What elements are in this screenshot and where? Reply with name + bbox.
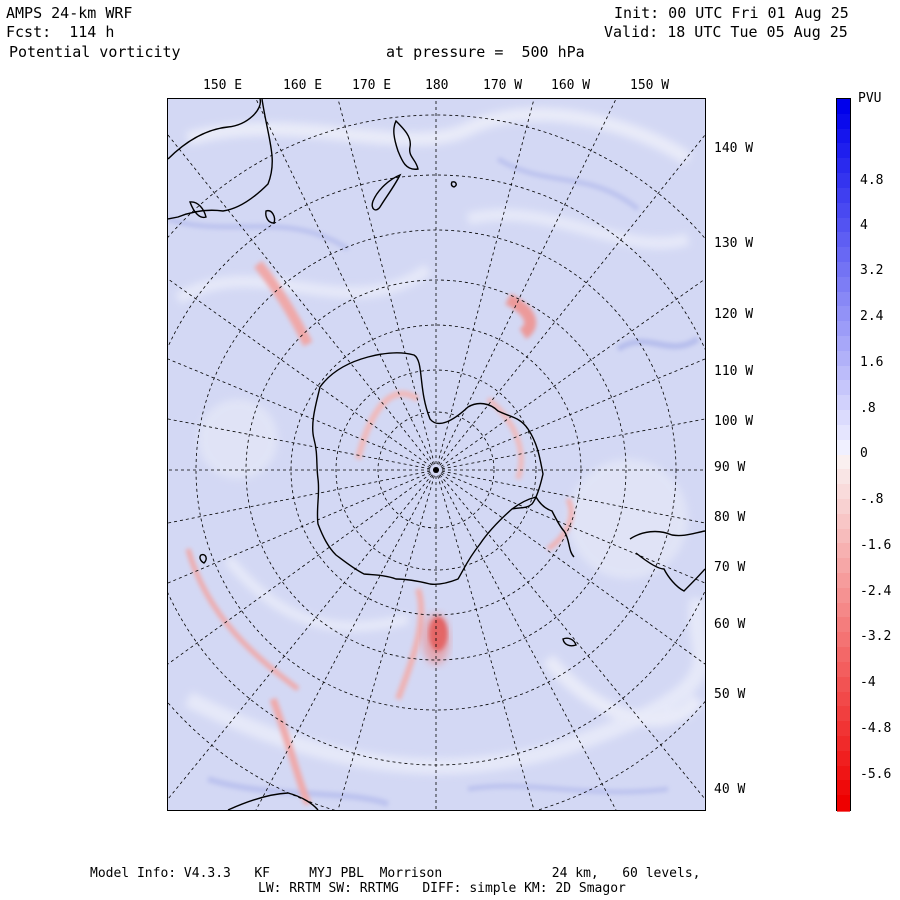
colorbar-label: -.8 [860,492,884,507]
australia-coast [168,99,273,220]
colorbar-label: .8 [860,401,876,416]
valid-time: Valid: 18 UTC Tue 05 Aug 25 [604,23,848,41]
lon-label-right: 130 W [714,236,754,251]
blue-streaks [168,156,700,807]
positive-pv-features [185,260,574,806]
init-time: Init: 00 UTC Fri 01 Aug 25 [614,4,849,22]
south-america-coast [629,530,705,592]
falkland-islands [562,637,577,647]
new-zealand-south [371,173,402,211]
colorbar-label: -4.8 [860,721,892,736]
tasmania-coast [189,201,207,219]
forecast-hour: Fcst: 114 h [6,23,115,41]
small-island [265,210,276,224]
lon-label-right: 70 W [714,560,746,575]
colorbar-cell [837,795,850,812]
africa-tip [227,792,319,810]
new-zealand-north [393,119,419,170]
lon-label-right: 50 W [714,687,746,702]
small-island-2 [450,181,457,188]
lon-label-right: 120 W [714,307,754,322]
lon-label: 170 E [352,78,392,93]
island-west [199,553,207,564]
model-title: AMPS 24-km WRF [6,4,133,22]
lon-label-right: 40 W [714,782,746,797]
model-info: Model Info: V4.3.3 KF MYJ PBL Morrison 2… [90,866,701,881]
lon-label: 160 W [551,78,591,93]
model-physics: LW: RRTM SW: RRTMG DIFF: simple KM: 2D S… [258,881,626,896]
colorbar-unit: PVU [858,91,882,106]
lon-label-right: 80 W [714,510,746,525]
lon-label-right: 60 W [714,617,746,632]
lon-label-right: 110 W [714,364,754,379]
colorbar-label: -3.2 [860,629,892,644]
colorbar-label: -5.6 [860,767,892,782]
coastlines [168,99,705,810]
lon-label: 170 W [483,78,523,93]
lon-label-right: 100 W [714,414,754,429]
colorbar-label: 3.2 [860,263,884,278]
lon-label: 150 W [630,78,670,93]
colorbar-label: 4 [860,218,868,233]
colorbar-label: 0 [860,446,868,461]
pv-map [167,98,706,811]
lon-label-right: 90 W [714,460,746,475]
lon-label-right: 140 W [714,141,754,156]
colorbar-label: 4.8 [860,173,884,188]
colorbar [836,98,851,812]
colorbar-label: 2.4 [860,309,884,324]
colorbar-label: 1.6 [860,355,884,370]
lon-label: 180 [425,78,449,93]
lon-label: 160 E [283,78,323,93]
colorbar-label: -4 [860,675,876,690]
colorbar-label: -2.4 [860,584,892,599]
polar-map-svg [168,99,705,810]
antarctica-coast [311,352,544,585]
pressure-level: at pressure = 500 hPa [386,43,585,61]
antarctic-peninsula [511,496,575,558]
lon-label: 150 E [203,78,243,93]
field-name: Potential vorticity [9,43,181,61]
colorbar-label: -1.6 [860,538,892,553]
